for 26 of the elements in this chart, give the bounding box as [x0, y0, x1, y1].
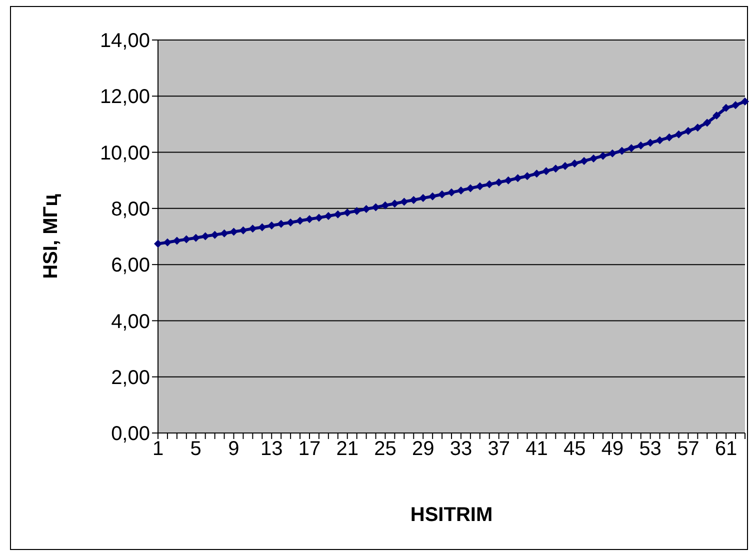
x-tick-label: 53 [639, 438, 662, 460]
x-tick-label: 41 [526, 438, 548, 460]
x-tick-label: 57 [677, 438, 700, 460]
x-tick-label: 61 [714, 438, 738, 460]
x-tick-label: 17 [298, 438, 321, 460]
x-tick-label: 9 [228, 438, 240, 460]
y-tick-label: 8,00 [111, 198, 150, 221]
y-axis-title: HSI, МГц [40, 193, 62, 279]
x-tick-label: 13 [260, 438, 283, 460]
y-tick-label: 0,00 [111, 423, 150, 446]
y-tick-label: 6,00 [111, 254, 150, 277]
y-tick-label: 10,00 [100, 142, 150, 164]
y-tick-label: 12,00 [100, 86, 150, 108]
x-tick-label: 49 [601, 438, 624, 460]
x-tick-label: 45 [563, 438, 586, 460]
x-tick-label: 29 [412, 438, 434, 460]
x-tick-label: 33 [450, 438, 472, 460]
x-tick-label: 5 [190, 438, 202, 460]
y-tick-label: 4,00 [111, 310, 150, 333]
x-tick-label: 37 [488, 438, 510, 460]
x-tick-label: 1 [152, 438, 164, 460]
y-tick-label: 14,00 [100, 30, 150, 52]
y-tick-label: 2,00 [111, 366, 150, 389]
x-tick-label: 25 [374, 438, 396, 460]
x-axis-title: HSITRIM [410, 504, 493, 526]
x-tick-label: 21 [336, 438, 358, 460]
